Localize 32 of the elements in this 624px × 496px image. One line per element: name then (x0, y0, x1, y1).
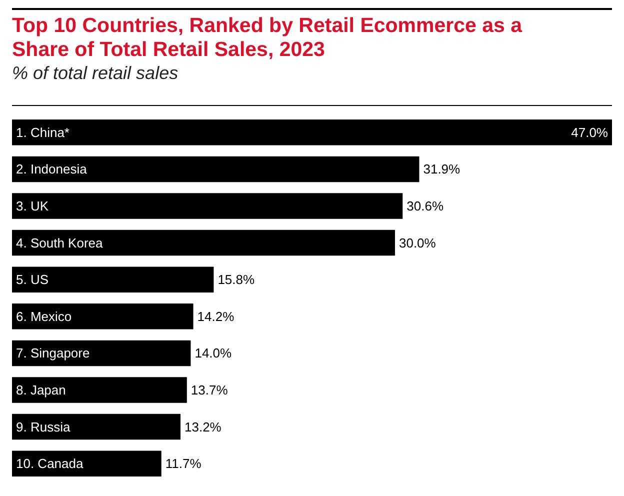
y-tick-label: 9. Russia (16, 419, 71, 434)
bar (12, 414, 181, 440)
chart-title: Top 10 Countries, Ranked by Retail Ecommerce as a Share of Total Retail Sales, 2023 (12, 14, 524, 62)
y-tick-label: 7. Singapore (16, 346, 90, 361)
data-label: 13.2% (184, 419, 222, 434)
bar (12, 266, 214, 292)
bar (12, 120, 612, 146)
bar (12, 156, 420, 182)
data-label: 31.9% (423, 162, 461, 177)
data-label: 30.0% (398, 235, 436, 250)
y-tick-label: 8. Japan (16, 382, 66, 398)
bar (12, 340, 191, 366)
data-label: 13.7% (190, 382, 228, 398)
bar (12, 304, 194, 330)
y-tick-label: 2. Indonesia (16, 162, 88, 177)
data-label: 14.0% (194, 346, 232, 361)
y-tick-label: 1. China* (16, 124, 70, 140)
data-label: 15.8% (218, 272, 256, 288)
y-tick-label: 6. Mexico (16, 308, 72, 324)
y-tick-label: 10. Canada (16, 456, 84, 472)
bar (12, 193, 403, 219)
data-label: 14.2% (197, 308, 235, 324)
data-label: 30.6% (406, 198, 444, 214)
data-label: 47.0% (571, 124, 608, 140)
y-tick-label: 3. UK (16, 198, 49, 214)
bar (12, 377, 187, 403)
y-tick-label: 4. South Korea (16, 235, 104, 250)
data-label: 11.7% (165, 456, 202, 472)
bar (12, 450, 162, 476)
chart-subtitle: % of total retail sales (12, 63, 178, 84)
bar (12, 230, 395, 256)
y-tick-label: 5. US (16, 272, 49, 288)
